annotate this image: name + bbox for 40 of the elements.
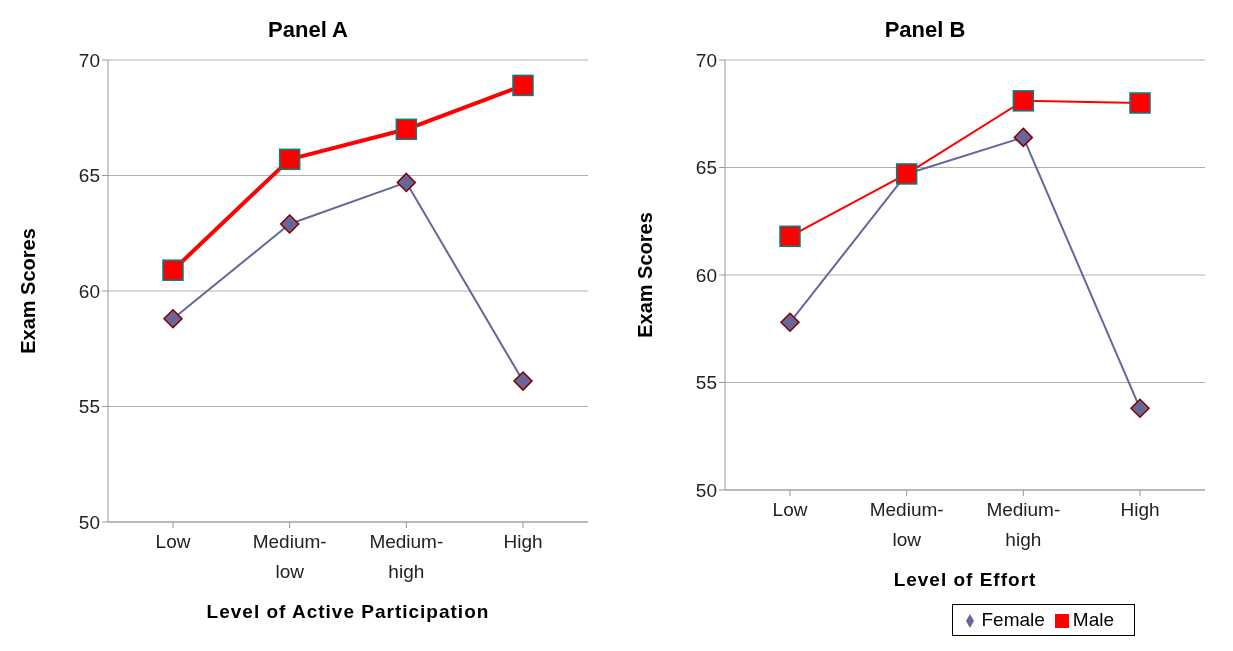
x-axis-title: Level of Active Participation [206,601,490,622]
y-axis-title: Exam Scores [17,228,40,354]
x-tick-label: Medium-high [369,531,444,582]
point [279,214,300,234]
y-tick-label: 50 [78,511,100,533]
point [395,118,418,141]
point [163,308,183,329]
legend-label: Male [1072,609,1114,630]
point [512,74,534,97]
y-tick-label: 65 [695,157,717,179]
y-axis-title: Exam Scores [634,212,657,338]
point [278,148,301,171]
x-tick-label: High [1120,499,1160,520]
y-tick-label: 55 [78,396,100,418]
point [1129,92,1151,114]
x-tick-label: Medium-low [252,531,327,582]
y-tick-label: 60 [78,280,100,302]
chart-title: Panel B [884,17,966,42]
y-tick-label: 50 [695,479,717,501]
y-tick-label: 65 [78,165,100,187]
point [396,172,417,193]
legend-label: Female [981,609,1045,630]
point [1130,398,1150,419]
point [779,225,801,248]
point [513,371,533,391]
x-axis-title: Level of Effort [893,569,1037,590]
y-tick-label: 70 [695,49,717,71]
x-tick-label: Medium-high [986,499,1061,550]
y-tick-label: 60 [695,264,717,286]
point [780,312,800,333]
x-tick-label: Low [155,531,191,552]
y-tick-label: 55 [695,372,717,394]
point [1012,90,1035,112]
y-tick-label: 70 [78,49,100,71]
x-tick-label: Low [772,499,808,520]
point [162,259,184,281]
point [1013,127,1034,148]
chart-title: Panel A [268,17,348,42]
x-tick-label: Medium-low [869,499,944,550]
x-tick-label: High [503,531,543,552]
